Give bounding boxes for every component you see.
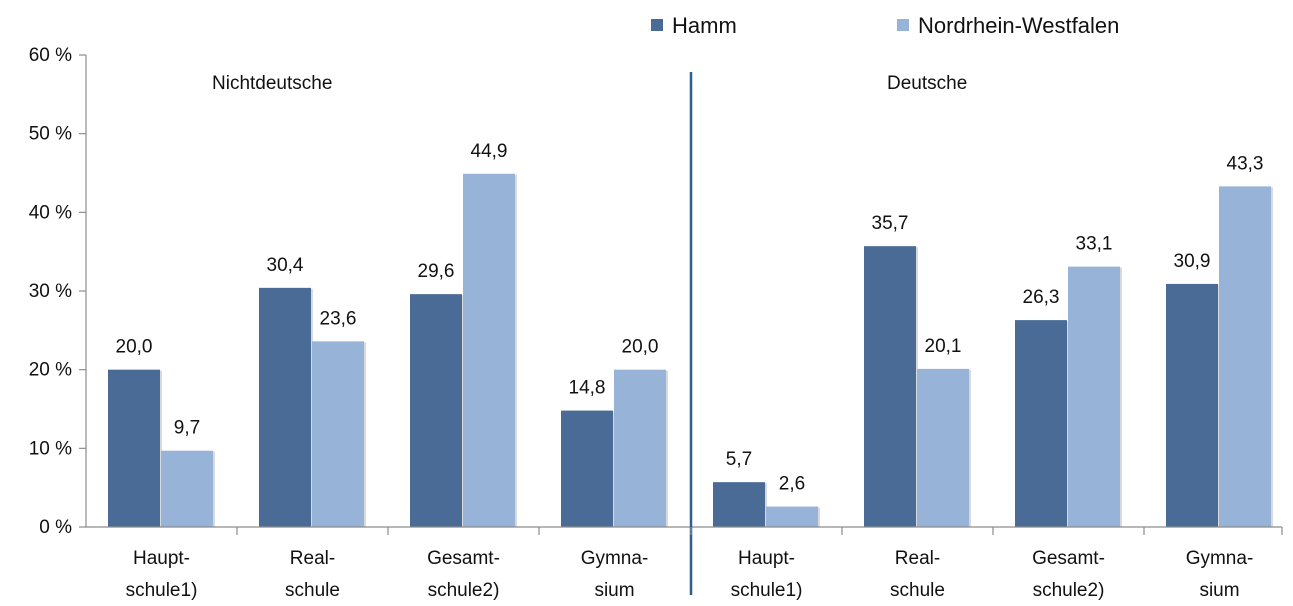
bar: [161, 450, 213, 527]
data-label: 26,3: [1023, 287, 1060, 308]
bar: [1219, 186, 1271, 527]
bar: [917, 368, 969, 527]
data-label: 14,8: [569, 378, 606, 399]
x-category-label: schule2): [428, 580, 500, 601]
bar: [561, 410, 613, 527]
x-category-label: sium: [1199, 580, 1239, 601]
y-axis: 0 % 10 % 20 % 30 % 40 % 50 % 60 %: [29, 45, 87, 538]
y-tick-label: 10 %: [29, 438, 72, 459]
bar: [614, 369, 666, 527]
group-label: Deutsche: [887, 73, 967, 94]
legend: Hamm Nordrhein-Westfalen: [651, 13, 1119, 38]
bar: [864, 246, 916, 527]
data-label: 43,3: [1227, 153, 1264, 174]
bar: [713, 482, 765, 527]
data-label: 20,0: [116, 337, 153, 358]
bar: [1015, 320, 1067, 527]
data-label: 5,7: [726, 449, 752, 470]
x-axis: Haupt-schule1) Real-schule Gesamt-schule2)…: [86, 72, 1283, 601]
x-category-label: Gymna-: [581, 548, 649, 569]
y-tick-label: 50 %: [29, 124, 72, 145]
bar: [410, 294, 462, 527]
bar: [312, 341, 364, 527]
bar: [108, 369, 160, 527]
data-label: 33,1: [1076, 234, 1113, 255]
bar: [1068, 266, 1120, 527]
data-label: 35,7: [872, 213, 909, 234]
y-tick-label: 60 %: [29, 45, 72, 66]
x-category-label: Gymna-: [1186, 548, 1254, 569]
value-labels: 20,0 9,7 30,4 23,6 29,6 44,9 14,8 20,0 5,7 2,6 35,…: [116, 141, 1264, 495]
data-label: 23,6: [320, 308, 357, 329]
y-tick-label: 0 %: [39, 517, 72, 538]
data-label: 20,0: [622, 337, 659, 358]
x-category-label: Haupt-: [133, 548, 190, 569]
data-label: 20,1: [925, 336, 962, 357]
x-category-label: schule1): [731, 580, 803, 601]
data-label: 30,4: [267, 255, 304, 276]
x-category-label: Real-: [895, 548, 940, 569]
x-category-label: schule: [890, 580, 945, 601]
x-category-label: schule: [285, 580, 340, 601]
legend-label: Hamm: [672, 13, 737, 38]
legend-swatch: [897, 19, 909, 31]
bar: [463, 173, 515, 527]
data-label: 2,6: [779, 474, 805, 495]
y-tick-label: 30 %: [29, 281, 72, 302]
bars: [108, 173, 1273, 527]
x-category-label: sium: [594, 580, 634, 601]
x-category-label: Real-: [290, 548, 335, 569]
data-label: 29,6: [418, 261, 455, 282]
bar: [259, 287, 311, 527]
x-category-label: Haupt-: [738, 548, 795, 569]
data-label: 9,7: [174, 418, 200, 439]
x-category-label: Gesamt-: [427, 548, 500, 569]
bar: [1166, 283, 1218, 527]
bar: [766, 506, 818, 527]
group-labels: Nichtdeutsche Deutsche: [212, 73, 967, 94]
legend-swatch: [651, 19, 663, 31]
data-label: 30,9: [1174, 251, 1211, 272]
legend-label: Nordrhein-Westfalen: [918, 13, 1119, 38]
y-tick-label: 20 %: [29, 360, 72, 381]
y-tick-label: 40 %: [29, 202, 72, 223]
data-label: 44,9: [471, 141, 508, 162]
group-label: Nichtdeutsche: [212, 73, 332, 94]
x-category-label: schule1): [126, 580, 198, 601]
x-category-label: Gesamt-: [1032, 548, 1105, 569]
x-category-label: schule2): [1033, 580, 1105, 601]
